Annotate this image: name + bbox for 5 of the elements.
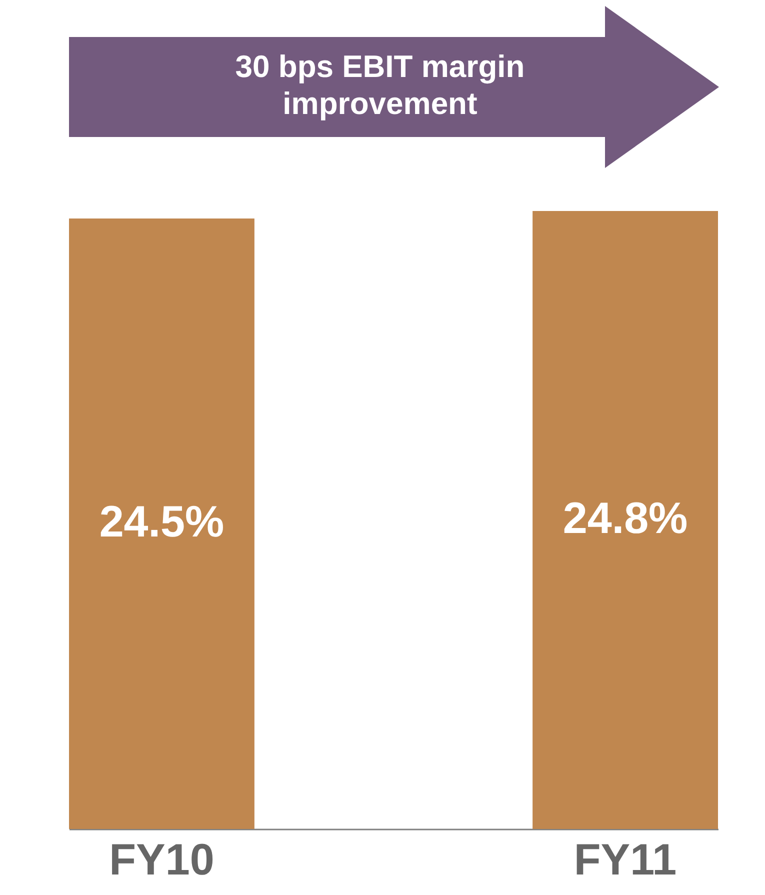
data-label: 24.5% xyxy=(99,498,224,547)
data-label: 24.8% xyxy=(562,494,688,543)
text: 30 bps EBIT margin improvement xyxy=(234,48,526,122)
x-tick-label: FY10 xyxy=(109,836,214,884)
x-tick-label: FY11 xyxy=(574,836,677,884)
